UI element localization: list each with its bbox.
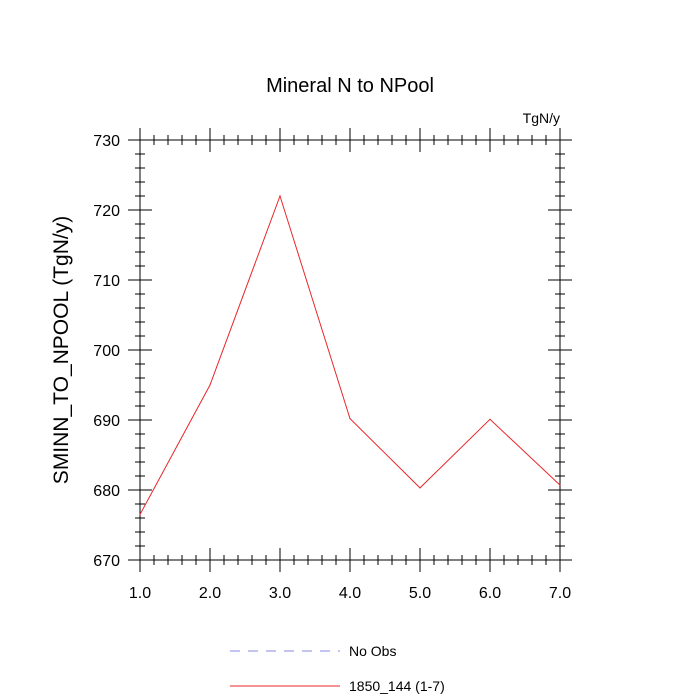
- y-axis-label: SMINN_TO_NPOOL (TgN/y): [50, 216, 73, 484]
- x-tick-label: 4.0: [339, 585, 361, 602]
- plot-frame: [139, 139, 561, 561]
- legend-label: 1850_144 (1-7): [349, 678, 445, 694]
- y-tick-label: 710: [93, 273, 120, 290]
- data-point: [279, 195, 281, 197]
- y-tick-label: 720: [93, 203, 120, 220]
- x-tick-label: 7.0: [549, 585, 571, 602]
- y-tick-label: 730: [93, 133, 120, 150]
- y-tick-label: 670: [93, 553, 120, 570]
- series-line: [139, 194, 561, 515]
- y-tick-label: 690: [93, 413, 120, 430]
- x-tick-label: 6.0: [479, 585, 501, 602]
- x-tick-label: 1.0: [129, 585, 151, 602]
- y-tick-labels: 670 680 690 700 710 720 730: [93, 133, 120, 570]
- data-point: [349, 418, 351, 420]
- legend: No Obs 1850_144 (1-7): [230, 643, 445, 694]
- axis-ticks: [128, 128, 572, 572]
- y-tick-label: 680: [93, 483, 120, 500]
- x-tick-label: 5.0: [409, 585, 431, 602]
- y-tick-label: 700: [93, 343, 120, 360]
- units-label: TgN/y: [523, 110, 560, 126]
- legend-label: No Obs: [349, 643, 396, 659]
- x-tick-label: 3.0: [269, 585, 291, 602]
- data-point: [139, 513, 141, 516]
- x-tick-label: 2.0: [199, 585, 221, 602]
- series-group: [139, 194, 561, 516]
- data-point: [489, 418, 491, 420]
- data-point: [559, 484, 561, 486]
- data-point: [209, 384, 211, 386]
- chart-title: Mineral N to NPool: [266, 75, 434, 97]
- x-tick-labels: 1.0 2.0 3.0 4.0 5.0 6.0 7.0: [129, 585, 571, 602]
- data-point: [419, 487, 421, 489]
